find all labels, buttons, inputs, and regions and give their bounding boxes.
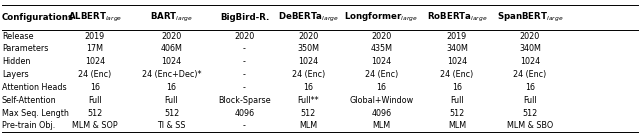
Text: 17M: 17M <box>86 44 103 53</box>
Text: Global+Window: Global+Window <box>349 96 413 105</box>
Text: -: - <box>243 83 246 92</box>
Text: Release: Release <box>2 32 33 41</box>
Text: 24 (Enc): 24 (Enc) <box>292 70 325 79</box>
Text: 4096: 4096 <box>371 109 392 118</box>
Text: DeBERTa$_{\mathit{large}}$: DeBERTa$_{\mathit{large}}$ <box>278 11 339 24</box>
Text: 1024: 1024 <box>161 57 182 66</box>
Text: 24 (Enc): 24 (Enc) <box>78 70 111 79</box>
Text: Max Seq. Length: Max Seq. Length <box>2 109 68 118</box>
Text: Full: Full <box>523 96 537 105</box>
Text: 2020: 2020 <box>298 32 319 41</box>
Text: 2020: 2020 <box>234 32 255 41</box>
Text: 1024: 1024 <box>371 57 392 66</box>
Text: 340M: 340M <box>519 44 541 53</box>
Text: 512: 512 <box>164 109 179 118</box>
Text: 16: 16 <box>166 83 177 92</box>
Text: Attention Heads: Attention Heads <box>2 83 67 92</box>
Text: 4096: 4096 <box>234 109 255 118</box>
Text: RoBERTa$_{\mathit{large}}$: RoBERTa$_{\mathit{large}}$ <box>427 11 487 24</box>
Text: Parameters: Parameters <box>2 44 48 53</box>
Text: 1024: 1024 <box>84 57 105 66</box>
Text: 512: 512 <box>522 109 538 118</box>
Text: Self-Attention: Self-Attention <box>2 96 56 105</box>
Text: Full: Full <box>164 96 179 105</box>
Text: MLM: MLM <box>448 121 466 130</box>
Text: 24 (Enc): 24 (Enc) <box>365 70 398 79</box>
Text: MLM: MLM <box>372 121 390 130</box>
Text: ALBERT$_{\mathit{large}}$: ALBERT$_{\mathit{large}}$ <box>68 11 122 24</box>
Text: 16: 16 <box>452 83 462 92</box>
Text: BigBird-R.: BigBird-R. <box>220 13 269 22</box>
Text: 24 (Enc): 24 (Enc) <box>440 70 474 79</box>
Text: 1024: 1024 <box>520 57 540 66</box>
Text: -: - <box>243 70 246 79</box>
Text: 350M: 350M <box>298 44 319 53</box>
Text: Layers: Layers <box>2 70 29 79</box>
Text: Full: Full <box>88 96 102 105</box>
Text: 512: 512 <box>449 109 465 118</box>
Text: 16: 16 <box>525 83 535 92</box>
Text: Configurations: Configurations <box>2 13 74 22</box>
Text: 16: 16 <box>90 83 100 92</box>
Text: 512: 512 <box>301 109 316 118</box>
Text: Pre-train Obj.: Pre-train Obj. <box>2 121 55 130</box>
Text: Longformer$_{\mathit{large}}$: Longformer$_{\mathit{large}}$ <box>344 11 419 24</box>
Text: -: - <box>243 44 246 53</box>
Text: MLM & SOP: MLM & SOP <box>72 121 118 130</box>
Text: MLM: MLM <box>300 121 317 130</box>
Text: 16: 16 <box>376 83 387 92</box>
Text: 2020: 2020 <box>520 32 540 41</box>
Text: 2019: 2019 <box>447 32 467 41</box>
Text: 1024: 1024 <box>447 57 467 66</box>
Text: 512: 512 <box>87 109 102 118</box>
Text: 24 (Enc): 24 (Enc) <box>513 70 547 79</box>
Text: Full**: Full** <box>298 96 319 105</box>
Text: SpanBERT$_{\mathit{large}}$: SpanBERT$_{\mathit{large}}$ <box>497 11 563 24</box>
Text: 2020: 2020 <box>161 32 182 41</box>
Text: BART$_{\mathit{large}}$: BART$_{\mathit{large}}$ <box>150 11 193 24</box>
Text: Block-Sparse: Block-Sparse <box>218 96 271 105</box>
Text: -: - <box>243 57 246 66</box>
Text: MLM & SBO: MLM & SBO <box>507 121 553 130</box>
Text: 1024: 1024 <box>298 57 319 66</box>
Text: 24 (Enc+Dec)*: 24 (Enc+Dec)* <box>142 70 201 79</box>
Text: Hidden: Hidden <box>2 57 30 66</box>
Text: 2019: 2019 <box>84 32 105 41</box>
Text: 406M: 406M <box>161 44 182 53</box>
Text: 16: 16 <box>303 83 314 92</box>
Text: 435M: 435M <box>371 44 392 53</box>
Text: 2020: 2020 <box>371 32 392 41</box>
Text: -: - <box>243 121 246 130</box>
Text: TI & SS: TI & SS <box>157 121 186 130</box>
Text: 340M: 340M <box>446 44 468 53</box>
Text: Full: Full <box>450 96 464 105</box>
